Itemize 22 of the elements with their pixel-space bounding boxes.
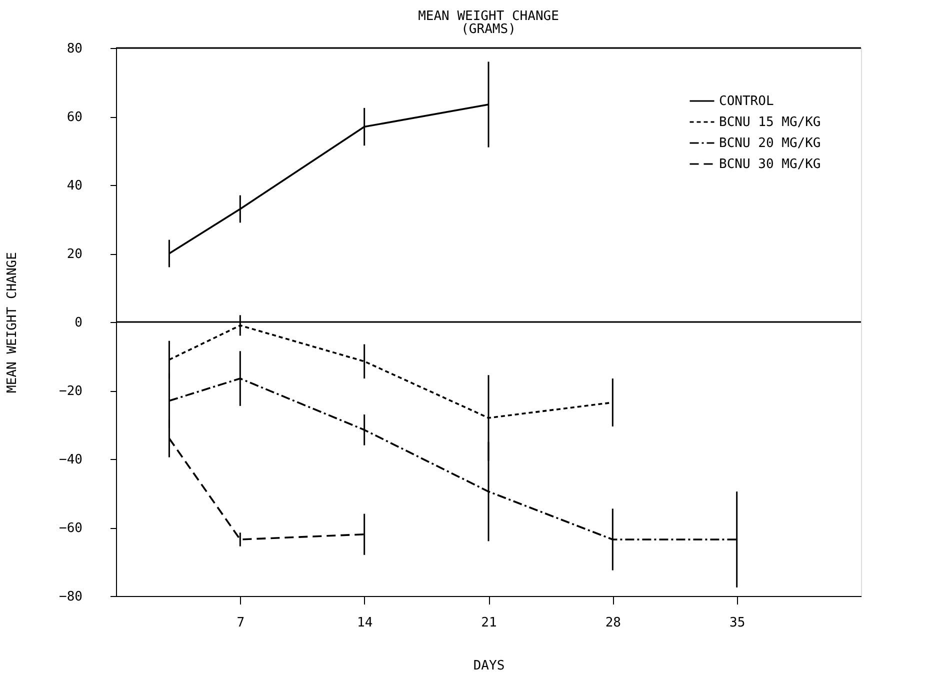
chart-title: MEAN WEIGHT CHANGE [418, 9, 559, 24]
y-axis-title: MEAN WEIGHT CHANGE [5, 252, 20, 393]
y-tick-label: 20 [66, 247, 82, 262]
chart-subtitle: (GRAMS) [461, 22, 516, 37]
y-tick-label: 60 [66, 110, 82, 125]
legend-label: BCNU 20 MG/KG [719, 136, 821, 151]
x-tick-label: 21 [481, 616, 497, 630]
x-axis-title: DAYS [473, 658, 505, 674]
y-tick-label: −40 [59, 452, 82, 468]
y-tick-label: 80 [66, 42, 82, 56]
legend-label: CONTROL [719, 94, 774, 109]
x-tick-label: 28 [605, 616, 621, 630]
y-tick-label: −80 [59, 590, 82, 604]
x-tick-label: 7 [236, 616, 245, 630]
y-tick-label: −60 [59, 521, 82, 536]
x-tick-label: 14 [357, 616, 373, 630]
legend-label: BCNU 30 MG/KG [719, 157, 821, 172]
y-tick-label: −20 [59, 384, 82, 399]
legend-label: BCNU 15 MG/KG [719, 115, 821, 130]
y-tick-label: 40 [66, 178, 82, 194]
x-tick-label: 35 [730, 616, 746, 630]
y-tick-label: 0 [74, 316, 82, 330]
